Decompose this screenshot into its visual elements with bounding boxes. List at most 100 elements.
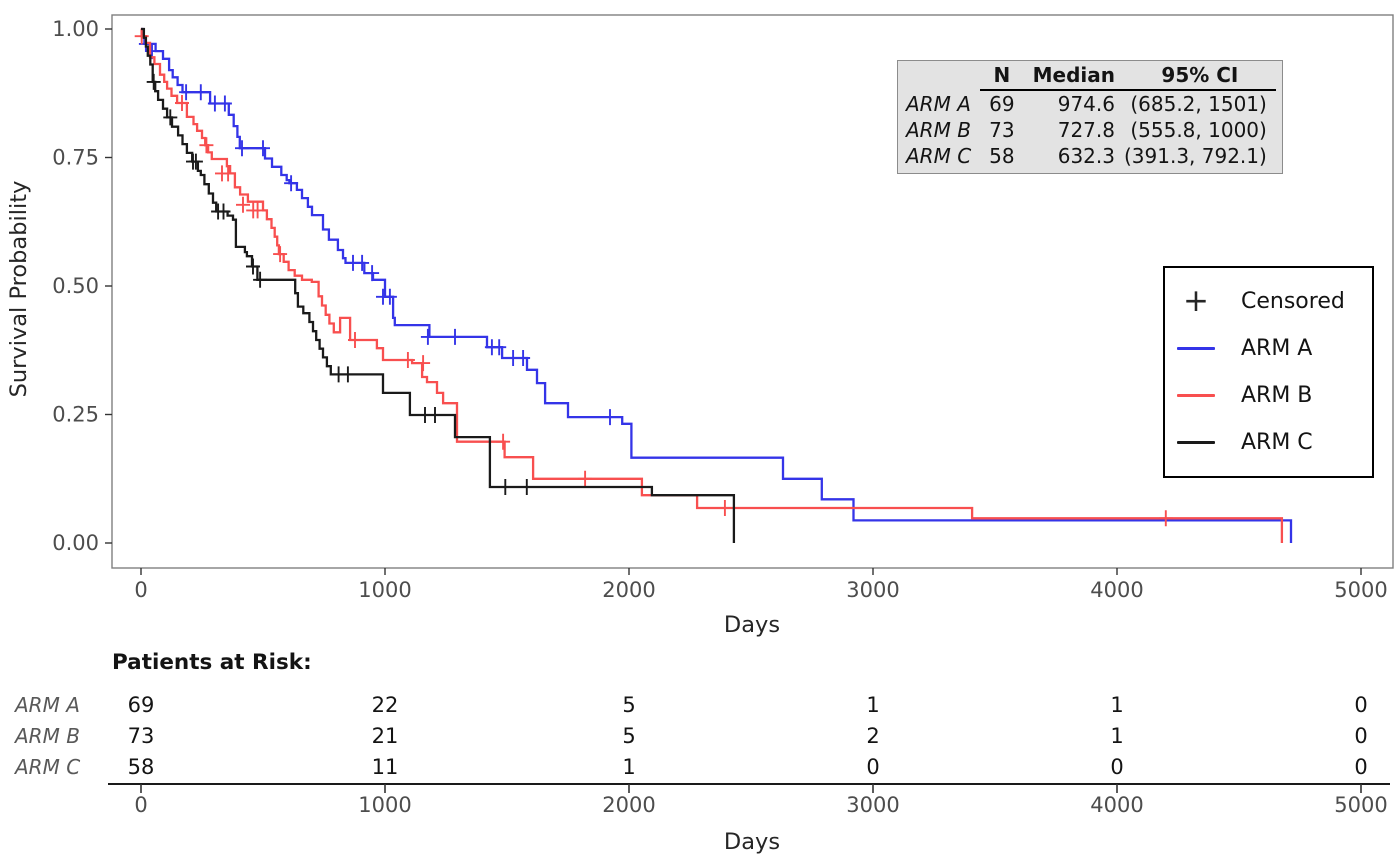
censor-mark-arm-a <box>256 140 270 157</box>
summary-ci-arm-c: (391.3, 792.1) <box>1123 144 1267 168</box>
censor-mark-arm-c <box>163 109 178 126</box>
legend-label-arm-c: ARM C <box>1241 430 1313 456</box>
censor-mark-arm-c <box>146 73 161 90</box>
censor-mark-arm-b <box>199 137 214 154</box>
risk-x-axis-label: Days <box>724 829 780 855</box>
y-tick-label: 0.00 <box>52 531 99 555</box>
risk-count: 1 <box>622 755 635 779</box>
summary-label-arm-a: ARM A <box>906 91 971 116</box>
risk-count: 0 <box>1354 693 1367 717</box>
summary-median-arm-c: 632.3 <box>1057 144 1115 168</box>
risk-count: 0 <box>866 755 879 779</box>
risk-count: 1 <box>1110 724 1123 748</box>
km-curve-arm-a <box>141 27 1293 543</box>
risk-table-title: Patients at Risk: <box>112 650 312 675</box>
plot-panel <box>111 14 1394 569</box>
risk-x-tick-label: 0 <box>134 793 147 817</box>
legend-item-arm-a: ARM A <box>1165 328 1372 368</box>
censor-mark-arm-b <box>578 470 593 487</box>
risk-row-label: ARM A <box>13 693 80 717</box>
summary-header-blank <box>904 63 980 90</box>
x-tick-label: 2000 <box>602 578 655 602</box>
summary-header-median: Median <box>1023 63 1124 91</box>
legend-item-arm-c: ARM C <box>1165 423 1372 463</box>
y-axis-label: Survival Probability <box>6 181 32 398</box>
x-tick-label: 3000 <box>846 578 899 602</box>
censor-mark-arm-c <box>340 366 355 383</box>
summary-header-ci: 95% CI <box>1123 63 1276 91</box>
censor-mark-arm-c <box>519 479 534 495</box>
censor-mark-arm-b <box>134 28 149 45</box>
risk-row-label: ARM C <box>13 755 80 779</box>
risk-count: 0 <box>1354 724 1367 748</box>
risk-x-tick-label: 5000 <box>1334 793 1387 817</box>
censor-mark-arm-b <box>416 355 431 372</box>
censor-mark-arm-a <box>355 254 370 271</box>
legend-item-arm-b: ARM B <box>1165 376 1372 416</box>
arm-c-line-icon <box>1165 441 1227 445</box>
censor-mark-arm-c <box>246 258 260 275</box>
censor-mark-arm-a <box>284 175 299 192</box>
km-curve-arm-c <box>141 27 736 543</box>
censor-mark-arm-a <box>235 140 249 157</box>
x-tick-label: 5000 <box>1334 578 1387 602</box>
summary-row-arm-c: ARM C 58 632.3 (391.3, 792.1) <box>904 143 1276 169</box>
censor-mark-arm-c <box>428 407 442 423</box>
risk-count: 5 <box>622 693 635 717</box>
x-tick-label: 1000 <box>358 578 411 602</box>
censor-mark-arm-a <box>217 95 232 112</box>
censor-mark-arm-b <box>221 165 236 182</box>
legend-label-arm-a: ARM A <box>1241 335 1313 361</box>
censor-mark-arm-b <box>250 202 265 219</box>
summary-ci-arm-a: (685.2, 1501) <box>1130 92 1267 116</box>
summary-stats-table: N Median 95% CI ARM A 69 974.6 (685.2, 1… <box>897 60 1283 174</box>
risk-count: 0 <box>1110 755 1123 779</box>
risk-x-tick-label: 2000 <box>602 793 655 817</box>
censor-mark-arm-c <box>188 153 203 170</box>
censor-mark-arm-b <box>348 332 362 348</box>
arm-b-line-icon <box>1165 394 1227 398</box>
risk-count: 1 <box>1110 693 1123 717</box>
censor-mark-arm-a <box>365 265 380 282</box>
censor-mark-arm-a <box>448 328 462 345</box>
censor-mark-arm-b <box>496 433 511 450</box>
risk-row-label: ARM B <box>13 724 80 748</box>
censor-mark-arm-a <box>603 409 617 426</box>
risk-count: 1 <box>866 693 879 717</box>
arm-a-line-icon <box>1165 346 1227 350</box>
censor-mark-arm-b <box>236 196 250 213</box>
censor-mark-arm-a <box>179 84 194 101</box>
summary-label-arm-c: ARM C <box>906 144 972 168</box>
summary-label-arm-b: ARM B <box>906 118 971 142</box>
y-tick-label: 1.00 <box>52 17 99 41</box>
risk-count: 0 <box>1354 755 1367 779</box>
censor-mark-arm-b <box>717 500 732 516</box>
censor-mark-arm-a <box>193 84 208 101</box>
summary-row-arm-a: ARM A 69 974.6 (685.2, 1501) <box>904 90 1276 117</box>
risk-count: 2 <box>866 724 879 748</box>
censor-mark-arm-b <box>175 95 189 111</box>
censored-plus-icon: + <box>1183 282 1209 319</box>
summary-median-arm-b: 727.8 <box>1057 118 1115 142</box>
x-tick-label: 0 <box>134 578 147 602</box>
risk-count: 58 <box>128 755 155 779</box>
x-tick-label: 4000 <box>1090 578 1143 602</box>
risk-x-tick-label: 4000 <box>1090 793 1143 817</box>
x-axis-label: Days <box>724 612 780 638</box>
censor-mark-arm-a <box>492 339 507 356</box>
summary-median-arm-a: 974.6 <box>1057 92 1115 116</box>
summary-stats-grid: N Median 95% CI ARM A 69 974.6 (685.2, 1… <box>904 63 1276 169</box>
risk-count: 73 <box>128 724 155 748</box>
risk-count: 5 <box>622 724 635 748</box>
summary-ci-arm-b: (555.8, 1000) <box>1130 118 1267 142</box>
y-tick-label: 0.50 <box>52 274 99 298</box>
censor-mark-arm-b <box>273 246 288 263</box>
legend-item-censored: + Censored <box>1165 281 1372 321</box>
risk-x-tick-label: 1000 <box>358 793 411 817</box>
km-curve-arm-b <box>140 27 1284 543</box>
censor-mark-arm-c <box>253 271 268 288</box>
censor-mark-arm-c <box>216 203 231 220</box>
summary-n-arm-a: 69 <box>989 92 1015 116</box>
